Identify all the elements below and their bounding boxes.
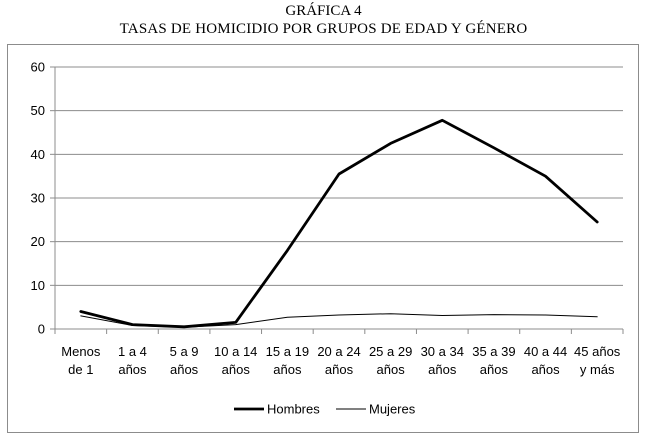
x-tick-label-line: 10 a 14 <box>214 344 257 359</box>
x-tick-label: 25 a 29 años <box>369 344 412 377</box>
x-tick-label: 5 a 9 años <box>170 344 199 377</box>
x-tick-label-line: años <box>531 362 560 377</box>
x-tick-label-line: 35 a 39 <box>472 344 515 359</box>
x-tick-label-line: años <box>480 362 509 377</box>
y-tick-label: 20 <box>31 234 45 249</box>
x-tick-label-line: años <box>170 362 199 377</box>
chart-frame <box>7 44 639 433</box>
y-tick-label: 60 <box>31 60 45 75</box>
x-tick-label-line: 40 a 44 <box>524 344 567 359</box>
x-tick-label-line: Menos <box>61 344 101 359</box>
gridlines <box>55 66 623 330</box>
y-tick-label: 40 <box>31 147 45 162</box>
x-tick-label: 10 a 14 años <box>214 344 257 377</box>
x-tick-label: 15 a 19 años <box>266 344 309 377</box>
series-lines <box>79 118 599 329</box>
x-tick-label-line: y más <box>580 362 615 377</box>
x-tick-label-line: 25 a 29 <box>369 344 412 359</box>
x-tick-label: 40 a 44 años <box>524 344 567 377</box>
x-tick-label-line: años <box>428 362 457 377</box>
legend-label-mujeres: Mujeres <box>369 402 416 417</box>
x-tick-label: Menos de 1 <box>61 344 101 377</box>
x-tick-label: 45 años y más <box>574 344 621 377</box>
x-tick-label: 30 a 34 años <box>421 344 464 377</box>
x-tick-label-line: de 1 <box>68 362 93 377</box>
y-tick-label: 10 <box>31 278 45 293</box>
series-line-mujeres <box>80 313 598 328</box>
x-tick-label-line: años <box>325 362 354 377</box>
x-tick-label: 1 a 4 años <box>118 344 147 377</box>
y-tick-label: 50 <box>31 103 45 118</box>
x-tick-label-line: años <box>118 362 147 377</box>
legend: Hombres Mujeres <box>234 402 416 417</box>
legend-label-hombres: Hombres <box>267 402 320 417</box>
x-tick-label-line: 15 a 19 <box>266 344 309 359</box>
x-tick-label: 20 a 24 años <box>317 344 360 377</box>
chart-title-line2: TASAS DE HOMICIDIO POR GRUPOS DE EDAD Y … <box>119 21 528 37</box>
y-tick-label: 30 <box>31 191 45 206</box>
x-tick-label-line: años <box>377 362 406 377</box>
x-tick-label-line: 20 a 24 <box>317 344 360 359</box>
x-tick-label-line: 1 a 4 <box>118 344 147 359</box>
x-tick-label-line: 45 años <box>574 344 621 359</box>
chart-title-line1: GRÁFICA 4 <box>285 3 362 19</box>
x-tick-label-line: 5 a 9 <box>170 344 199 359</box>
x-tick-label-line: años <box>273 362 302 377</box>
series-line-hombres <box>79 118 599 329</box>
x-tick-label-line: 30 a 34 <box>421 344 464 359</box>
x-tick-label-line: años <box>222 362 251 377</box>
x-tick-label: 35 a 39 años <box>472 344 515 377</box>
y-tick-label: 0 <box>38 322 45 337</box>
y-axis: 0 10 20 30 40 50 60 <box>31 60 56 337</box>
